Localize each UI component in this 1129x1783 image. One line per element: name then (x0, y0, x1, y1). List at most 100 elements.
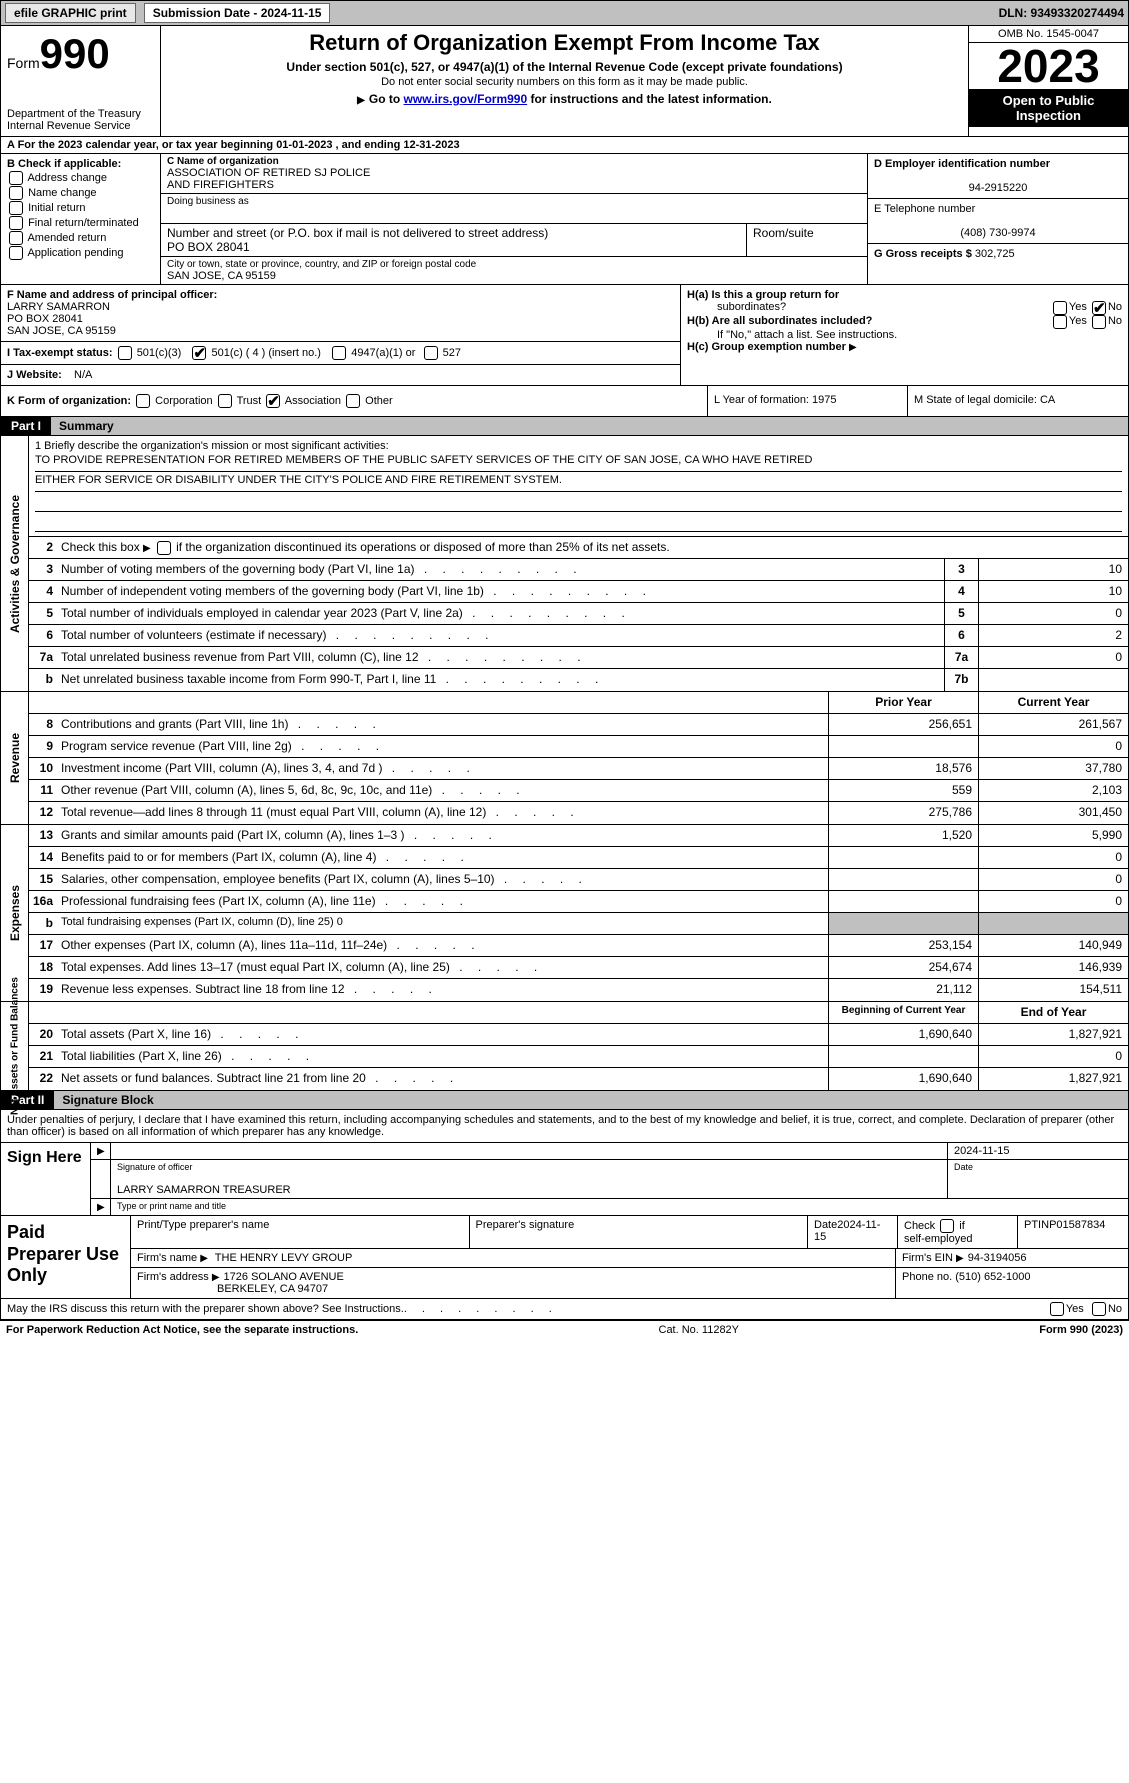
summary-line: 6 Total number of volunteers (estimate i… (29, 625, 1128, 647)
col-boy: Beginning of Current Year (828, 1002, 978, 1023)
chk-527[interactable] (424, 346, 438, 360)
footer-right: Form 990 (2023) (1039, 1324, 1123, 1336)
chk-discuss-yes[interactable] (1050, 1302, 1064, 1316)
part-1-header: Part I Summary (0, 417, 1129, 436)
ein-value: 94-2915220 (874, 182, 1122, 194)
form-title: Return of Organization Exempt From Incom… (167, 30, 962, 56)
chk-final-return[interactable] (9, 216, 23, 230)
gross-label: G Gross receipts $ (874, 248, 972, 260)
summary-line: 16a Professional fundraising fees (Part … (29, 891, 1128, 913)
summary-line: 20 Total assets (Part X, line 16) 1,690,… (29, 1024, 1128, 1046)
footer-row: For Paperwork Reduction Act Notice, see … (0, 1320, 1129, 1339)
officer-addr-2: SAN JOSE, CA 95159 (7, 325, 116, 337)
line-2-text: Check this box if the organization disco… (57, 537, 1128, 558)
chk-application-pending[interactable] (9, 246, 23, 260)
mission-line-1: TO PROVIDE REPRESENTATION FOR RETIRED ME… (35, 454, 1122, 472)
irs-link[interactable]: www.irs.gov/Form990 (404, 92, 528, 106)
mission-label: 1 Briefly describe the organization's mi… (35, 440, 1122, 452)
efile-print-button[interactable]: efile GRAPHIC print (5, 3, 136, 23)
footer-left: For Paperwork Reduction Act Notice, see … (6, 1324, 358, 1336)
chk-hb-no[interactable] (1092, 315, 1106, 329)
summary-line: 17 Other expenses (Part IX, column (A), … (29, 935, 1128, 957)
side-label-rev: Revenue (8, 733, 22, 783)
summary-line: 10 Investment income (Part VIII, column … (29, 758, 1128, 780)
chk-initial-return[interactable] (9, 201, 23, 215)
summary-line: 13 Grants and similar amounts paid (Part… (29, 825, 1128, 847)
summary-line: 4 Number of independent voting members o… (29, 581, 1128, 603)
chk-ha-no[interactable] (1092, 301, 1106, 315)
section-h: H(a) Is this a group return for subordin… (681, 285, 1128, 385)
summary-line: b Total fundraising expenses (Part IX, c… (29, 913, 1128, 935)
section-j: J Website: N/A (1, 365, 680, 385)
row-a-tax-year: A For the 2023 calendar year, or tax yea… (0, 137, 1129, 154)
summary-line: 18 Total expenses. Add lines 13–17 (must… (29, 957, 1128, 979)
dept-irs: Internal Revenue Service (7, 120, 154, 132)
side-label-ag: Activities & Governance (8, 494, 22, 632)
col-current-year: Current Year (978, 692, 1128, 713)
col-eoy: End of Year (978, 1002, 1128, 1023)
section-i: I Tax-exempt status: 501(c)(3) 501(c) ( … (1, 342, 680, 365)
chk-corp[interactable] (136, 394, 150, 408)
firm-name: THE HENRY LEVY GROUP (215, 1252, 353, 1264)
city-value: SAN JOSE, CA 95159 (167, 270, 861, 282)
city-label: City or town, state or province, country… (167, 259, 861, 270)
summary-line: 14 Benefits paid to or for members (Part… (29, 847, 1128, 869)
firm-addr-1: 1726 SOLANO AVENUE (224, 1271, 344, 1283)
form-subtitle-2: Do not enter social security numbers on … (167, 76, 962, 88)
ein-label: D Employer identification number (874, 158, 1050, 170)
chk-discuss-no[interactable] (1092, 1302, 1106, 1316)
phone-value: (408) 730-9974 (874, 227, 1122, 239)
footer-mid: Cat. No. 11282Y (358, 1324, 1039, 1336)
dba-label: Doing business as (167, 196, 861, 207)
chk-amended-return[interactable] (9, 231, 23, 245)
form-subtitle-1: Under section 501(c), 527, or 4947(a)(1)… (167, 60, 962, 74)
open-to-public: Open to Public Inspection (969, 89, 1128, 127)
perjury-statement: Under penalties of perjury, I declare th… (1, 1110, 1128, 1143)
side-label-net: Net Assets or Fund Balances (9, 977, 20, 1115)
chk-4947[interactable] (332, 346, 346, 360)
chk-other[interactable] (346, 394, 360, 408)
summary-line: 9 Program service revenue (Part VIII, li… (29, 736, 1128, 758)
summary-line: 3 Number of voting members of the govern… (29, 559, 1128, 581)
officer-addr-1: PO BOX 28041 (7, 313, 83, 325)
chk-501c[interactable] (192, 346, 206, 360)
summary-line: b Net unrelated business taxable income … (29, 669, 1128, 691)
block-fij-h: F Name and address of principal officer:… (0, 285, 1129, 386)
chk-line2[interactable] (157, 541, 171, 555)
chk-trust[interactable] (218, 394, 232, 408)
street-label: Number and street (or P.O. box if mail i… (167, 226, 548, 240)
mission-line-3 (35, 494, 1122, 512)
chk-self-employed[interactable] (940, 1219, 954, 1233)
summary-line: 22 Net assets or fund balances. Subtract… (29, 1068, 1128, 1090)
org-name-2: AND FIREFIGHTERS (167, 179, 861, 191)
sign-date: 2024-11-15 (948, 1143, 1128, 1159)
chk-assoc[interactable] (266, 394, 280, 408)
officer-name: LARRY SAMARRON (7, 301, 110, 313)
firm-ein: 94-3194056 (968, 1252, 1027, 1264)
dln-label: DLN: 93493320274494 (999, 6, 1124, 20)
chk-hb-yes[interactable] (1053, 315, 1067, 329)
form-number: 990 (40, 30, 110, 77)
summary-line: 7a Total unrelated business revenue from… (29, 647, 1128, 669)
activities-governance: Activities & Governance 1 Briefly descri… (0, 436, 1129, 692)
gross-value: 302,725 (975, 248, 1015, 260)
section-l: L Year of formation: 1975 (708, 386, 908, 416)
tax-year: 2023 (969, 43, 1128, 89)
summary-line: 5 Total number of individuals employed i… (29, 603, 1128, 625)
section-f: F Name and address of principal officer:… (1, 285, 680, 342)
chk-501c3[interactable] (118, 346, 132, 360)
form-header: Form990 Department of the Treasury Inter… (0, 26, 1129, 137)
ptin-value: P01587834 (1049, 1219, 1105, 1231)
chk-ha-yes[interactable] (1053, 301, 1067, 315)
block-klm: K Form of organization: Corporation Trus… (0, 386, 1129, 417)
mission-line-4 (35, 514, 1122, 532)
org-name-label: C Name of organization (167, 156, 861, 167)
form-subtitle-3: Go to www.irs.gov/Form990 for instructio… (167, 92, 962, 106)
col-prior-year: Prior Year (828, 692, 978, 713)
section-m: M State of legal domicile: CA (908, 386, 1128, 416)
chk-address-change[interactable] (9, 171, 23, 185)
firm-phone: (510) 652-1000 (955, 1271, 1030, 1283)
chk-name-change[interactable] (9, 186, 23, 200)
discuss-row: May the IRS discuss this return with the… (0, 1299, 1129, 1320)
phone-label: E Telephone number (874, 203, 975, 215)
